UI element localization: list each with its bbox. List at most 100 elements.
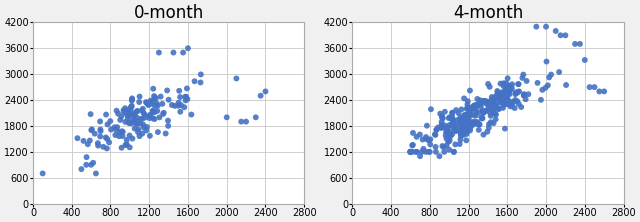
Point — [134, 134, 145, 138]
Point — [129, 118, 139, 121]
Point — [93, 144, 103, 147]
Point — [455, 119, 465, 122]
Point — [126, 121, 136, 125]
Point — [456, 132, 466, 135]
Point — [462, 113, 472, 117]
Point — [95, 120, 105, 123]
Point — [145, 100, 155, 104]
Point — [102, 147, 112, 150]
Point — [520, 97, 531, 101]
Point — [135, 121, 145, 125]
Point — [236, 120, 246, 123]
Point — [125, 106, 136, 109]
Point — [148, 100, 158, 103]
Point — [154, 51, 164, 54]
Point — [134, 100, 144, 104]
Point — [173, 104, 183, 107]
Point — [462, 126, 472, 129]
Point — [251, 115, 261, 119]
Point — [104, 141, 114, 144]
Point — [134, 95, 145, 98]
Point — [504, 84, 515, 88]
Point — [501, 87, 511, 90]
Point — [544, 76, 554, 79]
Point — [472, 97, 483, 101]
Point — [76, 167, 86, 171]
Point — [451, 126, 461, 130]
Point — [472, 122, 483, 126]
Point — [468, 121, 478, 125]
Point — [442, 129, 452, 133]
Point — [444, 140, 454, 143]
Point — [448, 125, 458, 128]
Point — [221, 115, 232, 119]
Point — [138, 107, 148, 111]
Point — [452, 118, 462, 122]
Point — [486, 121, 496, 124]
Point — [91, 172, 101, 175]
Point — [477, 101, 488, 104]
Point — [497, 96, 508, 100]
Point — [435, 154, 445, 158]
Point — [241, 120, 252, 123]
Point — [182, 97, 193, 101]
Point — [424, 139, 434, 142]
Point — [498, 106, 508, 110]
Point — [482, 109, 492, 112]
Point — [112, 125, 122, 129]
Point — [455, 128, 465, 132]
Point — [447, 118, 458, 121]
Point — [460, 113, 470, 117]
Point — [477, 117, 488, 120]
Point — [95, 128, 106, 131]
Point — [488, 109, 499, 112]
Point — [411, 150, 421, 154]
Point — [100, 136, 111, 139]
Point — [150, 117, 160, 121]
Point — [465, 123, 475, 127]
Point — [560, 34, 570, 37]
Point — [436, 123, 447, 126]
Point — [456, 126, 467, 130]
Point — [465, 110, 475, 113]
Point — [454, 142, 465, 146]
Point — [493, 107, 504, 111]
Point — [471, 104, 481, 107]
Point — [118, 109, 129, 112]
Point — [460, 129, 470, 133]
Point — [489, 96, 499, 99]
Point — [412, 150, 422, 154]
Point — [541, 60, 552, 63]
Point — [490, 104, 500, 108]
Point — [488, 99, 499, 103]
Point — [505, 103, 515, 106]
Point — [500, 88, 511, 91]
Point — [516, 105, 526, 109]
Point — [468, 105, 479, 108]
Point — [456, 123, 466, 126]
Point — [467, 120, 477, 124]
Point — [126, 110, 136, 113]
Point — [148, 109, 158, 113]
Point — [447, 122, 458, 126]
Point — [458, 133, 468, 137]
Point — [495, 82, 506, 85]
Point — [510, 92, 520, 96]
Point — [437, 115, 447, 119]
Point — [459, 97, 469, 100]
Point — [505, 87, 515, 91]
Point — [462, 103, 472, 106]
Point — [474, 123, 484, 126]
Point — [472, 103, 482, 107]
Point — [195, 81, 205, 84]
Point — [524, 92, 534, 96]
Point — [444, 134, 454, 137]
Point — [487, 102, 497, 105]
Point — [255, 94, 266, 97]
Point — [507, 83, 517, 86]
Point — [444, 115, 454, 119]
Point — [478, 111, 488, 115]
Point — [444, 116, 454, 120]
Point — [129, 119, 140, 122]
Point — [437, 115, 447, 118]
